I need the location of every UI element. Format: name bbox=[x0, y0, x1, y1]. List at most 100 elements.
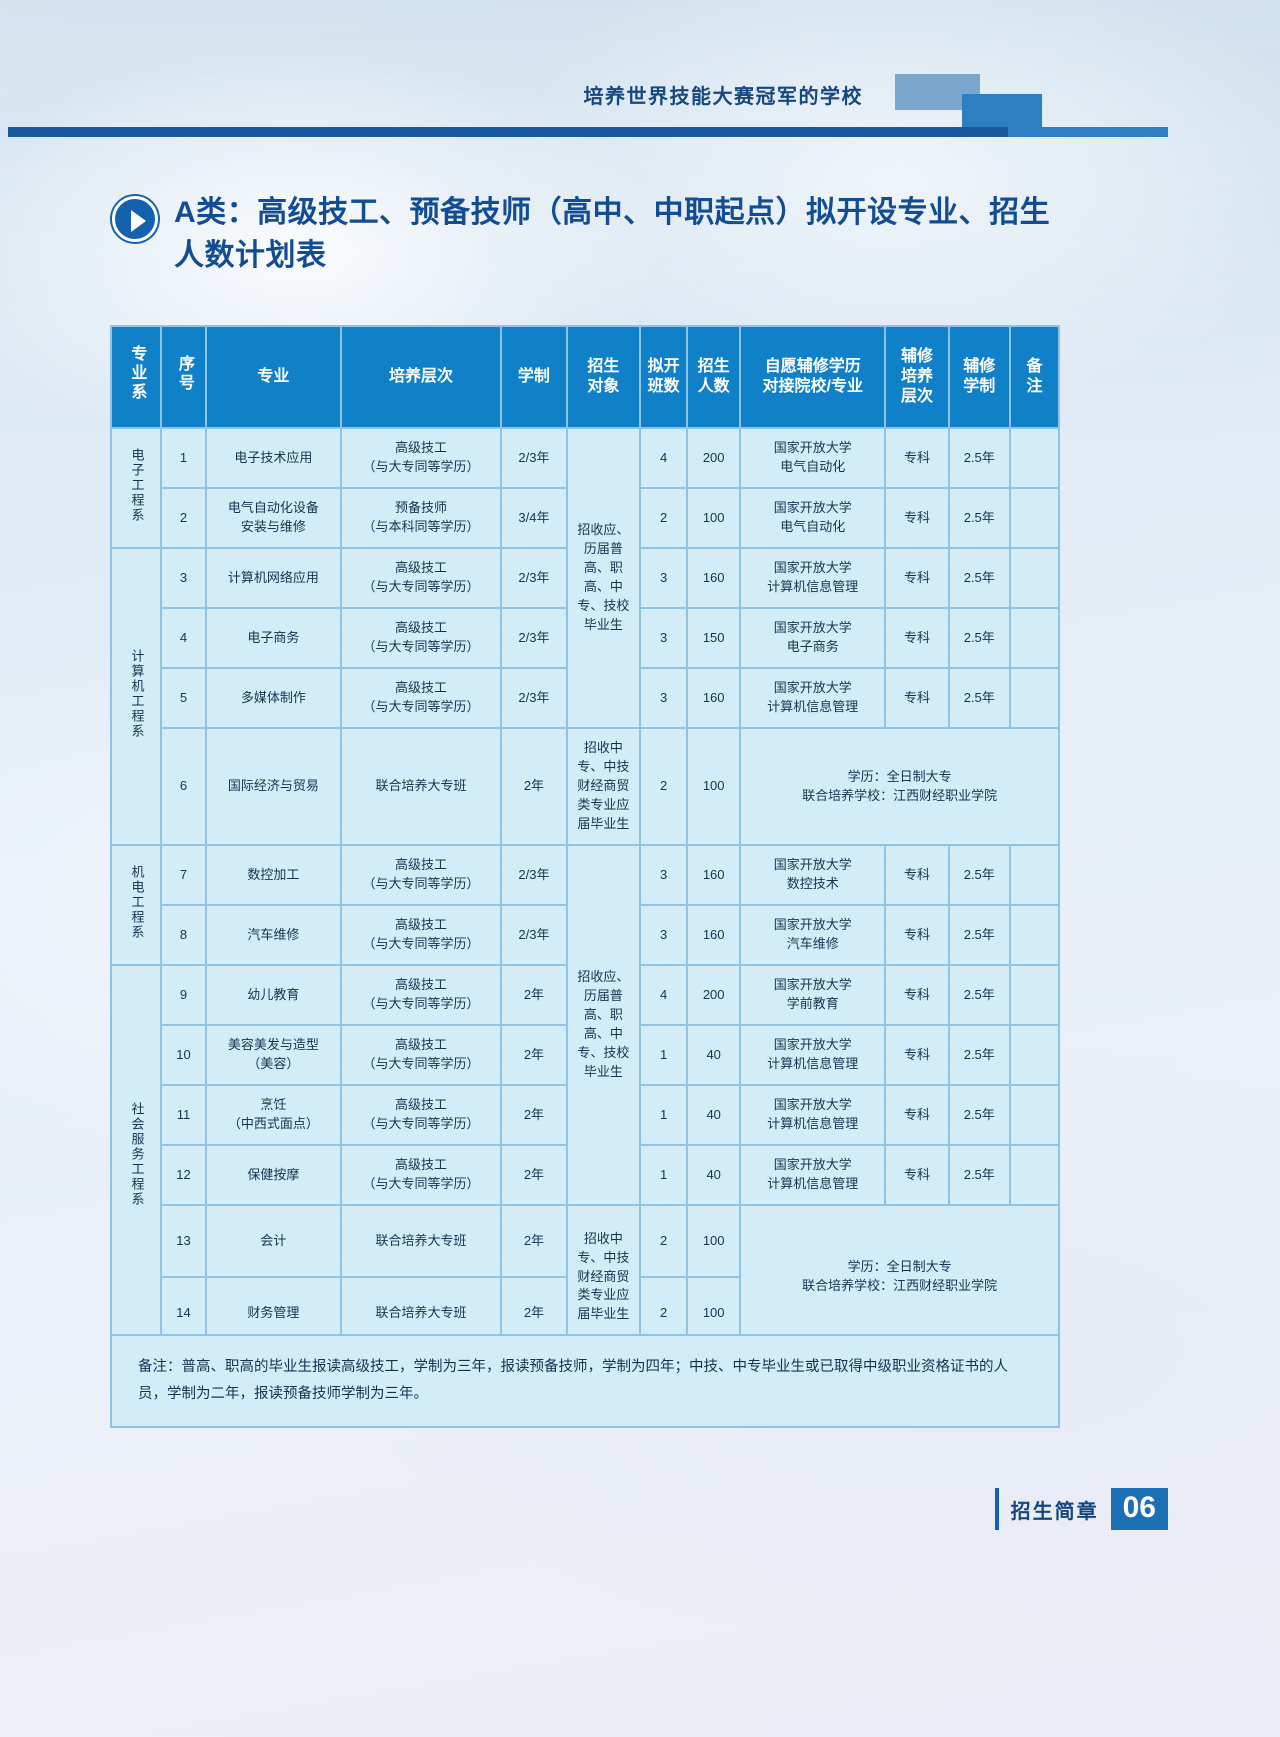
cell-minor-level: 专科 bbox=[886, 1026, 948, 1084]
cell-remark bbox=[1010, 1086, 1058, 1144]
cell-minor-school: 国家开放大学 计算机信息管理 bbox=[741, 669, 885, 727]
cell-classes: 3 bbox=[641, 609, 687, 667]
col-header-minor-school: 自愿辅修学历 对接院校/专业 bbox=[741, 327, 885, 427]
cell-duration: 2/3年 bbox=[502, 549, 566, 607]
cell-minor-school: 国家开放大学 学前教育 bbox=[741, 966, 885, 1024]
cell-level: 预备技师 （与本科同等学历） bbox=[341, 489, 501, 547]
cell-level: 高级技工 （与大专同等学历） bbox=[341, 549, 501, 607]
cell-minor-level: 专科 bbox=[886, 1146, 948, 1204]
cell-remark bbox=[1010, 1146, 1058, 1204]
col-header-target: 招生 对象 bbox=[567, 327, 640, 427]
cell-remark bbox=[1010, 906, 1058, 964]
cell-minor-duration: 2.5年 bbox=[949, 669, 1009, 727]
cell-minor-duration: 2.5年 bbox=[949, 846, 1009, 904]
page-header: 培养世界技能大赛冠军的学校 bbox=[0, 0, 1280, 140]
table-row: 8 汽车维修 高级技工 （与大专同等学历） 2/3年 3 160 国家开放大学 汽车… bbox=[112, 906, 1058, 964]
cell-classes: 2 bbox=[641, 489, 687, 547]
table-row: 13 会计 联合培养大专班 2年 招收中 专、中技 财经商贸 类专业应 届毕业生 2 1… bbox=[112, 1206, 1058, 1348]
cell-minor-school: 国家开放大学 电气自动化 bbox=[741, 489, 885, 547]
plan-table-wrapper: 专业系 序号 专业 培养层次 学制 招生 对象 拟开 班数 招生 人数 自愿辅修学历对… bbox=[110, 325, 1060, 1350]
cell-classes: 1 bbox=[641, 1086, 687, 1144]
play-circle-icon bbox=[112, 196, 158, 242]
col-header-department: 专业系 bbox=[112, 327, 161, 427]
cell-major: 汽车维修 bbox=[206, 906, 340, 964]
table-row: 2 电气自动化设备 安装与维修 预备技师 （与本科同等学历） 3/4年 2 100 … bbox=[112, 489, 1058, 547]
cell-level: 高级技工 （与大专同等学历） bbox=[341, 669, 501, 727]
cell-minor-school: 国家开放大学 电气自动化 bbox=[741, 429, 885, 487]
cell-duration: 2年 bbox=[502, 1206, 566, 1276]
admission-plan-table: 专业系 序号 专业 培养层次 学制 招生 对象 拟开 班数 招生 人数 自愿辅修学历对… bbox=[110, 325, 1060, 1350]
footer-divider bbox=[994, 1488, 999, 1530]
cell-classes: 3 bbox=[641, 906, 687, 964]
col-header-level: 培养层次 bbox=[341, 327, 501, 427]
table-row: 4 电子商务 高级技工 （与大专同等学历） 2/3年 3 150 国家开放大学 电子… bbox=[112, 609, 1058, 667]
cell-minor-school: 国家开放大学 电子商务 bbox=[741, 609, 885, 667]
cell-duration: 2/3年 bbox=[502, 609, 566, 667]
cell-minor-level: 专科 bbox=[886, 429, 948, 487]
cell-classes: 3 bbox=[641, 846, 687, 904]
cell-minor-duration: 2.5年 bbox=[949, 549, 1009, 607]
cell-minor-school: 国家开放大学 计算机信息管理 bbox=[741, 1026, 885, 1084]
cell-level: 高级技工 （与大专同等学历） bbox=[341, 429, 501, 487]
cell-duration: 2年 bbox=[502, 966, 566, 1024]
cell-level: 联合培养大专班 bbox=[341, 1206, 501, 1276]
page-number: 06 bbox=[1110, 1488, 1168, 1530]
cell-minor-school: 国家开放大学 计算机信息管理 bbox=[741, 1146, 885, 1204]
cell-classes: 4 bbox=[641, 966, 687, 1024]
cell-joint-note: 学历：全日制大专 联合培养学校：江西财经职业学院 bbox=[741, 729, 1058, 844]
cell-classes: 1 bbox=[641, 1146, 687, 1204]
cell-remark bbox=[1010, 609, 1058, 667]
cell-index: 8 bbox=[162, 906, 205, 964]
col-header-remark: 备注 bbox=[1010, 327, 1058, 427]
cell-quota: 40 bbox=[688, 1146, 740, 1204]
cell-quota: 160 bbox=[688, 669, 740, 727]
cell-minor-duration: 2.5年 bbox=[949, 966, 1009, 1024]
col-header-classes: 拟开 班数 bbox=[641, 327, 687, 427]
cell-quota: 200 bbox=[688, 429, 740, 487]
cell-minor-duration: 2.5年 bbox=[949, 1086, 1009, 1144]
cell-index: 9 bbox=[162, 966, 205, 1024]
cell-major: 电子技术应用 bbox=[206, 429, 340, 487]
cell-major: 计算机网络应用 bbox=[206, 549, 340, 607]
cell-quota: 160 bbox=[688, 906, 740, 964]
cell-duration: 2/3年 bbox=[502, 429, 566, 487]
table-row: 机电工程系 7 数控加工 高级技工 （与大专同等学历） 2/3年 招收应、 历届普高… bbox=[112, 846, 1058, 1204]
cell-index: 5 bbox=[162, 669, 205, 727]
cell-remark bbox=[1010, 429, 1058, 487]
cell-level: 高级技工 （与大专同等学历） bbox=[341, 906, 501, 964]
header-decor-square-mid bbox=[962, 94, 1042, 132]
cell-index: 4 bbox=[162, 609, 205, 667]
cell-major: 数控加工 bbox=[206, 846, 340, 904]
cell-quota: 150 bbox=[688, 609, 740, 667]
cell-remark bbox=[1010, 669, 1058, 727]
cell-major: 幼儿教育 bbox=[206, 966, 340, 1024]
cell-minor-level: 专科 bbox=[886, 489, 948, 547]
table-row: 计算机工程系 3 计算机网络应用 高级技工 （与大专同等学历） 2/3年 3 16… bbox=[112, 549, 1058, 844]
cell-minor-level: 专科 bbox=[886, 669, 948, 727]
cell-duration: 2/3年 bbox=[502, 669, 566, 727]
cell-minor-duration: 2.5年 bbox=[949, 489, 1009, 547]
header-rule-primary bbox=[8, 127, 1008, 137]
cell-minor-level: 专科 bbox=[886, 1086, 948, 1144]
col-header-minor-level: 辅修 培养 层次 bbox=[886, 327, 948, 427]
cell-minor-level: 专科 bbox=[886, 609, 948, 667]
cell-joint-note: 学历：全日制大专 联合培养学校：江西财经职业学院 bbox=[741, 1206, 1058, 1348]
cell-index: 7 bbox=[162, 846, 205, 904]
cell-level: 高级技工 （与大专同等学历） bbox=[341, 1086, 501, 1144]
cell-remark bbox=[1010, 1026, 1058, 1084]
cell-minor-duration: 2.5年 bbox=[949, 1146, 1009, 1204]
cell-quota: 200 bbox=[688, 966, 740, 1024]
cell-major: 会计 bbox=[206, 1206, 340, 1276]
cell-index: 2 bbox=[162, 489, 205, 547]
cell-index: 12 bbox=[162, 1146, 205, 1204]
cell-classes: 3 bbox=[641, 549, 687, 607]
cell-index: 3 bbox=[162, 549, 205, 607]
cell-major: 多媒体制作 bbox=[206, 669, 340, 727]
cell-quota: 40 bbox=[688, 1026, 740, 1084]
table-header-row: 专业系 序号 专业 培养层次 学制 招生 对象 拟开 班数 招生 人数 自愿辅修学历对… bbox=[112, 327, 1058, 427]
cell-minor-level: 专科 bbox=[886, 906, 948, 964]
cell-classes: 1 bbox=[641, 1026, 687, 1084]
page-title: A类：高级技工、预备技师（高中、中职起点）拟开设专业、招生人数计划表 bbox=[174, 196, 1051, 272]
table-row: 电子工程系 1 电子技术应用 高级技工 （与大专同等学历） 2/3年 招收应、 历届… bbox=[112, 429, 1058, 727]
section-title-row: A类：高级技工、预备技师（高中、中职起点）拟开设专业、招生人数计划表 bbox=[112, 192, 1072, 277]
